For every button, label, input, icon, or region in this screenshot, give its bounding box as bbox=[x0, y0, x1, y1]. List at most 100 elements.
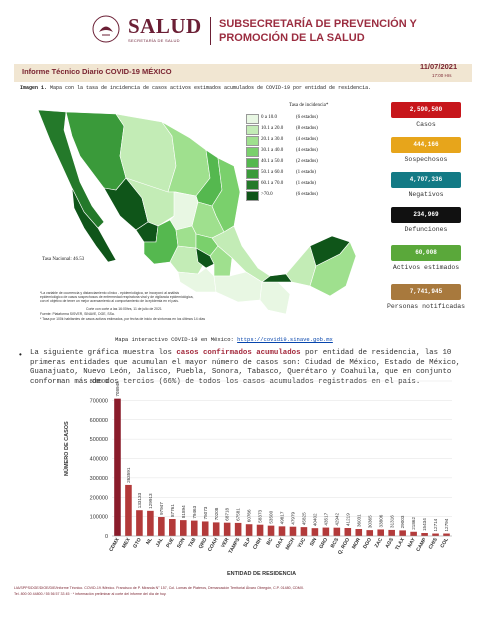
interactive-map-text: Mapa interactivo COVID-19 en México: bbox=[115, 336, 238, 343]
bar bbox=[256, 524, 264, 536]
x-tick-label: DGO bbox=[362, 537, 373, 550]
y-tick-label: 600000 bbox=[90, 418, 108, 424]
x-tick-label: QRO bbox=[198, 537, 209, 550]
bar-value-label: 29003 bbox=[400, 515, 405, 528]
x-tick-label: JAL bbox=[155, 537, 165, 548]
legend-row: 10.1 a 20.0 (8 estados) bbox=[246, 125, 356, 135]
x-tick-label: NL bbox=[145, 537, 154, 546]
legend-count: (8 estados) bbox=[296, 126, 318, 131]
y-tick-label: 300000 bbox=[90, 476, 108, 482]
legend-row: 30.1 a 40.0 (4 estados) bbox=[246, 147, 356, 157]
legend-range: >70.0 bbox=[261, 192, 273, 197]
bar bbox=[322, 527, 330, 536]
map-state-bc bbox=[37, 109, 105, 229]
cases-bar-chart: 0 100000 200000 300000 400000 500000 600000 700… bbox=[90, 379, 452, 556]
x-axis-title: ENTIDAD DE RESIDENCIA bbox=[227, 571, 297, 577]
legend-swatch bbox=[246, 147, 259, 157]
x-tick-label: NAY bbox=[407, 536, 418, 548]
interactive-map-link[interactable]: https://covid19.sinave.gob.mx bbox=[237, 336, 333, 343]
bullet-icon: • bbox=[19, 350, 22, 359]
legend-row: 50.1 a 60.0 (1 estado) bbox=[246, 169, 356, 179]
bar-value-label: 708945 bbox=[115, 381, 120, 397]
legend-row: 60.1 a 70.0 (1 estado) bbox=[246, 180, 356, 190]
bar-value-label: 70208 bbox=[214, 507, 219, 520]
bar-value-label: 133133 bbox=[137, 492, 142, 508]
legend-swatch bbox=[246, 191, 259, 201]
map-state-bcs bbox=[71, 187, 117, 263]
legend-swatch bbox=[246, 169, 259, 179]
legend-row: >70.0 (6 estados) bbox=[246, 191, 356, 201]
bar-value-label: 75073 bbox=[203, 506, 208, 519]
stat-label: Personas notificadas bbox=[386, 303, 465, 310]
legend-swatch bbox=[246, 114, 259, 124]
map-state-chis bbox=[259, 281, 291, 315]
y-axis-title: NÚMERO DE CASOS bbox=[64, 421, 70, 476]
subsecretaria-line2: PROMOCIÓN DE LA SALUD bbox=[219, 32, 365, 44]
x-tick-label: CHIH bbox=[252, 537, 264, 551]
bar bbox=[432, 533, 439, 536]
salud-wordmark: SALUD bbox=[128, 14, 202, 38]
x-tick-label: VER bbox=[220, 537, 231, 549]
bar-value-label: 45825 bbox=[302, 512, 307, 525]
bar bbox=[234, 522, 242, 536]
x-tick-label: CDMX bbox=[108, 536, 121, 552]
x-tick-label: SON bbox=[176, 537, 187, 550]
bar-value-label: 79463 bbox=[192, 505, 197, 518]
x-tick-label: COL bbox=[439, 537, 449, 549]
x-tick-label: SLP bbox=[242, 536, 252, 548]
bar-value-label: 31316 bbox=[389, 515, 394, 528]
bar bbox=[169, 518, 176, 536]
report-time: 17:00 Hrs bbox=[432, 73, 452, 78]
legend-range: 40.1 a 50.0 bbox=[261, 159, 284, 164]
bar-value-label: 58373 bbox=[258, 509, 263, 522]
bar-value-label: 30365 bbox=[367, 515, 372, 528]
bar-value-label: 81894 bbox=[181, 505, 186, 518]
legend-range: 60.1 a 70.0 bbox=[261, 181, 284, 186]
summary-paragraph: La siguiente gráfica muestra los casos c… bbox=[30, 349, 470, 387]
mexico-incidence-map bbox=[37, 109, 357, 315]
bar bbox=[267, 525, 275, 536]
bar bbox=[278, 526, 286, 536]
x-tick-label: CAMP bbox=[415, 536, 428, 552]
map-caption-lead: Imagen 1. bbox=[20, 85, 48, 91]
legend-title: Tasa de incidencia* bbox=[289, 103, 329, 108]
bar bbox=[289, 526, 297, 536]
x-tick-label: ZAC bbox=[374, 537, 385, 549]
x-tick-label: TLAX bbox=[394, 536, 406, 551]
y-tick-label: 700000 bbox=[90, 398, 108, 404]
legend-count: (2 estados) bbox=[296, 159, 318, 164]
map-note-1: *La variable de ocurrencia y distanciami… bbox=[40, 291, 180, 295]
legend-count: (4 estados) bbox=[296, 148, 318, 153]
footer-line-2: Tel. 800 00 44800 / 55 56 57 33 45 · * i… bbox=[14, 592, 167, 596]
x-tick-label: CHIS bbox=[428, 536, 440, 550]
legend-range: 20.1 a 30.0 bbox=[261, 137, 284, 142]
x-tick-label: MEX bbox=[121, 536, 132, 549]
y-tick-label: 400000 bbox=[90, 457, 108, 463]
stat-value: 60,008 bbox=[391, 245, 461, 261]
legend-range: 30.1 a 40.0 bbox=[261, 148, 284, 153]
bar-value-label: 47979 bbox=[291, 511, 296, 524]
bar bbox=[190, 520, 198, 536]
x-tick-label: MICH bbox=[285, 537, 297, 551]
map-caption: Imagen 1. Mapa con la tasa de incidencia… bbox=[20, 85, 371, 91]
x-tick-label: BC bbox=[266, 537, 275, 547]
bar-value-label: 263591 bbox=[126, 467, 131, 483]
bar bbox=[344, 528, 352, 536]
legend-count: (1 estado) bbox=[296, 181, 316, 186]
footer-line-1: LIA/SPPS/DGE/DIOE/DIE/Informe Técnico. C… bbox=[14, 586, 305, 590]
bar-value-label: 21862 bbox=[411, 517, 416, 530]
tasa-nacional: Tasa Nacional: 46.53 bbox=[42, 257, 85, 262]
subsecretaria-line1: SUBSECRETARÍA DE PREVENCIÓN Y bbox=[219, 18, 417, 30]
stat-label: Activos estimados bbox=[392, 264, 460, 271]
bar-value-label: 15434 bbox=[422, 518, 427, 531]
interactive-map-line: Mapa interactivo COVID-19 en México: htt… bbox=[115, 336, 333, 343]
x-tick-label: YUC bbox=[297, 537, 308, 549]
stat-label: Defunciones bbox=[404, 226, 448, 233]
y-tick-label: 100000 bbox=[90, 515, 108, 521]
bar-value-label: 42942 bbox=[334, 512, 339, 525]
bar bbox=[421, 533, 428, 536]
legend-count: (6 estados) bbox=[296, 115, 318, 120]
report-title: Informe Técnico Diario COVID-19 MÉXICO bbox=[22, 67, 172, 76]
legend-row: 40.1 a 50.0 (2 estados) bbox=[246, 158, 356, 168]
bar bbox=[333, 527, 341, 536]
